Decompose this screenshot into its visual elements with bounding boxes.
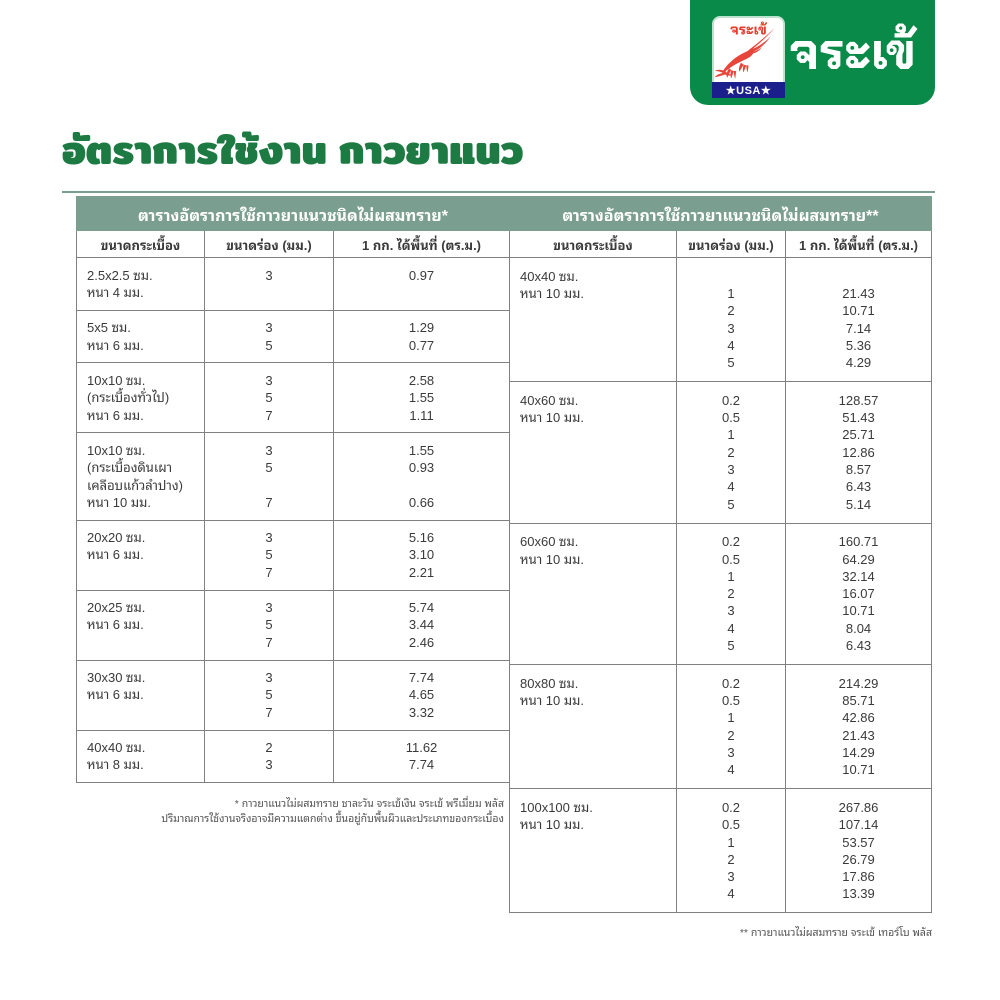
svg-text:จระเข้: จระเข้	[730, 21, 767, 39]
